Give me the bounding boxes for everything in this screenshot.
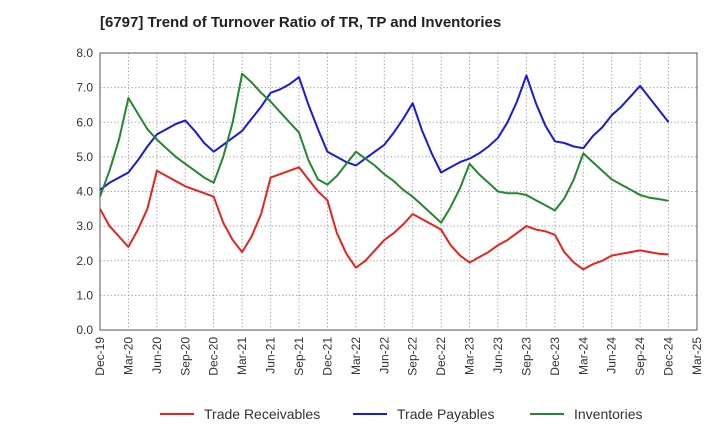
x-tick-label: Mar-25 <box>690 337 704 375</box>
legend: Trade Receivables Trade Payables Inventori… <box>160 406 642 422</box>
series-line-trade-receivables <box>99 166 669 271</box>
y-tick-label: 7.0 <box>76 81 93 95</box>
x-tick-label: Dec-24 <box>662 337 676 376</box>
x-tick-label: Mar-21 <box>235 337 249 375</box>
plot-frame <box>99 52 698 331</box>
x-tick-label: Sep-21 <box>292 337 306 376</box>
x-tick-label: Mar-20 <box>121 337 135 375</box>
x-tick-label: Jun-23 <box>491 337 505 374</box>
x-tick-label: Dec-19 <box>93 337 107 376</box>
x-tick-label: Sep-22 <box>406 337 420 376</box>
y-tick-label: 5.0 <box>76 150 93 164</box>
y-tick-label: 3.0 <box>76 219 93 233</box>
axes: 0.0 1.0 2.0 3.0 4.0 5.0 6.0 7.0 8.0 Dec-19 Mar-20 J… <box>76 46 704 376</box>
legend-label-trade-receivables: Trade Receivables <box>204 406 320 422</box>
x-tick-label: Sep-24 <box>633 337 647 376</box>
x-tick-label: Dec-20 <box>207 337 221 376</box>
x-tick-label: Dec-22 <box>434 337 448 376</box>
x-tick-label: Mar-23 <box>463 337 477 375</box>
y-tick-label: 4.0 <box>76 185 93 199</box>
x-tick-label: Sep-20 <box>178 337 192 376</box>
x-tick-label: Dec-21 <box>320 337 334 376</box>
chart-title: [6797] Trend of Turnover Ratio of TR, TP… <box>100 14 502 31</box>
y-tick-label: 6.0 <box>76 115 93 129</box>
legend-label-trade-payables: Trade Payables <box>397 406 495 422</box>
x-tick-label: Jun-22 <box>377 337 391 374</box>
x-tick-label: Jun-21 <box>264 337 278 374</box>
series-line-trade-payables <box>99 74 670 191</box>
x-tick-label: Dec-23 <box>548 337 562 376</box>
legend-label-inventories: Inventories <box>574 406 642 422</box>
y-tick-label: 1.0 <box>76 288 93 302</box>
y-tick-label: 2.0 <box>76 254 93 268</box>
series-line-inventories <box>99 72 669 224</box>
y-tick-label: 8.0 <box>76 46 93 60</box>
series-lines <box>99 72 670 271</box>
x-tick-label: Sep-23 <box>519 337 533 376</box>
x-tick-label: Mar-22 <box>349 337 363 375</box>
x-tick-label: Jun-20 <box>150 337 164 374</box>
y-tick-label: 0.0 <box>76 323 93 337</box>
x-tick-label: Mar-24 <box>576 337 590 375</box>
grid <box>100 52 698 330</box>
x-tick-label: Jun-24 <box>605 337 619 374</box>
